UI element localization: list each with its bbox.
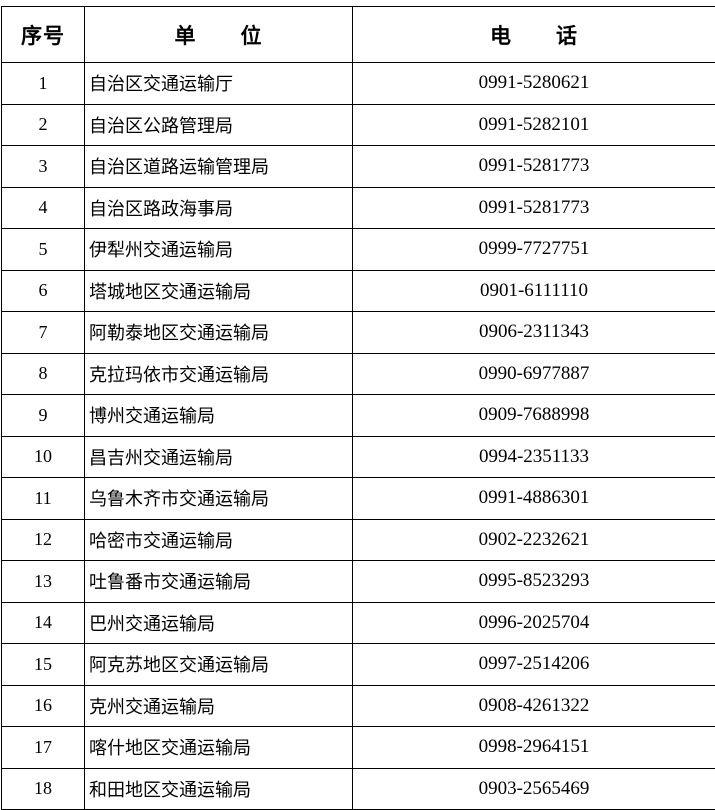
row-unit: 自治区路政海事局 [84, 186, 353, 229]
row-phone: 0991-5282101 [352, 103, 715, 146]
table-row: 4 自治区路政海事局 0991-5281773 [1, 186, 715, 229]
row-phone: 0994-2351133 [352, 435, 715, 478]
table-row: 12 哈密市交通运输局 0902-2232621 [1, 518, 715, 561]
row-unit: 哈密市交通运输局 [84, 518, 353, 561]
row-index: 3 [1, 145, 85, 188]
table-row: 10 昌吉州交通运输局 0994-2351133 [1, 435, 715, 478]
table-row: 7 阿勒泰地区交通运输局 0906-2311343 [1, 311, 715, 354]
row-unit: 自治区公路管理局 [84, 103, 353, 146]
row-index: 15 [1, 643, 85, 686]
row-index: 18 [1, 767, 85, 810]
row-index: 12 [1, 518, 85, 561]
row-index: 6 [1, 269, 85, 312]
row-unit: 乌鲁木齐市交通运输局 [84, 477, 353, 520]
row-index: 11 [1, 477, 85, 520]
contact-table: 序号 单 位 电 话 1 自治区交通运输厅 0991-5280621 2 自治区公路管理… [1, 6, 715, 810]
row-phone: 0901-6111110 [352, 269, 715, 312]
row-phone: 0991-4886301 [352, 477, 715, 520]
table-row: 5 伊犁州交通运输局 0999-7727751 [1, 228, 715, 271]
row-index: 4 [1, 186, 85, 229]
row-unit: 吐鲁番市交通运输局 [84, 560, 353, 603]
row-phone: 0997-2514206 [352, 643, 715, 686]
row-unit: 和田地区交通运输局 [84, 767, 353, 810]
row-index: 1 [1, 62, 85, 105]
table-row: 6 塔城地区交通运输局 0901-6111110 [1, 269, 715, 312]
row-phone: 0999-7727751 [352, 228, 715, 271]
row-index: 17 [1, 726, 85, 769]
row-phone: 0906-2311343 [352, 311, 715, 354]
row-unit: 阿勒泰地区交通运输局 [84, 311, 353, 354]
row-phone: 0998-2964151 [352, 726, 715, 769]
row-phone: 0990-6977887 [352, 352, 715, 395]
header-index: 序号 [1, 6, 85, 63]
row-index: 8 [1, 352, 85, 395]
table-row: 1 自治区交通运输厅 0991-5280621 [1, 62, 715, 105]
table-row: 16 克州交通运输局 0908-4261322 [1, 684, 715, 727]
table-row: 9 博州交通运输局 0909-7688998 [1, 394, 715, 437]
row-index: 7 [1, 311, 85, 354]
row-index: 16 [1, 684, 85, 727]
row-unit: 阿克苏地区交通运输局 [84, 643, 353, 686]
row-phone: 0902-2232621 [352, 518, 715, 561]
row-phone: 0991-5281773 [352, 186, 715, 229]
table-row: 11 乌鲁木齐市交通运输局 0991-4886301 [1, 477, 715, 520]
row-index: 13 [1, 560, 85, 603]
table-row: 17 喀什地区交通运输局 0998-2964151 [1, 726, 715, 769]
row-unit: 自治区道路运输管理局 [84, 145, 353, 188]
row-unit: 昌吉州交通运输局 [84, 435, 353, 478]
table-row: 13 吐鲁番市交通运输局 0995-8523293 [1, 560, 715, 603]
row-phone: 0908-4261322 [352, 684, 715, 727]
row-index: 10 [1, 435, 85, 478]
row-index: 14 [1, 601, 85, 644]
header-row: 序号 单 位 电 话 [1, 6, 715, 63]
row-phone: 0996-2025704 [352, 601, 715, 644]
row-unit: 克州交通运输局 [84, 684, 353, 727]
row-phone: 0991-5280621 [352, 62, 715, 105]
table-row: 8 克拉玛依市交通运输局 0990-6977887 [1, 352, 715, 395]
header-phone: 电 话 [352, 6, 715, 63]
row-unit: 博州交通运输局 [84, 394, 353, 437]
row-unit: 自治区交通运输厅 [84, 62, 353, 105]
row-index: 2 [1, 103, 85, 146]
table-row: 18 和田地区交通运输局 0903-2565469 [1, 767, 715, 810]
row-index: 5 [1, 228, 85, 271]
row-unit: 巴州交通运输局 [84, 601, 353, 644]
row-phone: 0909-7688998 [352, 394, 715, 437]
header-unit: 单 位 [84, 6, 353, 63]
row-unit: 塔城地区交通运输局 [84, 269, 353, 312]
table-row: 2 自治区公路管理局 0991-5282101 [1, 103, 715, 146]
row-phone: 0903-2565469 [352, 767, 715, 810]
row-unit: 克拉玛依市交通运输局 [84, 352, 353, 395]
row-index: 9 [1, 394, 85, 437]
table-row: 15 阿克苏地区交通运输局 0997-2514206 [1, 643, 715, 686]
row-phone: 0991-5281773 [352, 145, 715, 188]
row-unit: 喀什地区交通运输局 [84, 726, 353, 769]
row-phone: 0995-8523293 [352, 560, 715, 603]
table-row: 3 自治区道路运输管理局 0991-5281773 [1, 145, 715, 188]
table-row: 14 巴州交通运输局 0996-2025704 [1, 601, 715, 644]
row-unit: 伊犁州交通运输局 [84, 228, 353, 271]
